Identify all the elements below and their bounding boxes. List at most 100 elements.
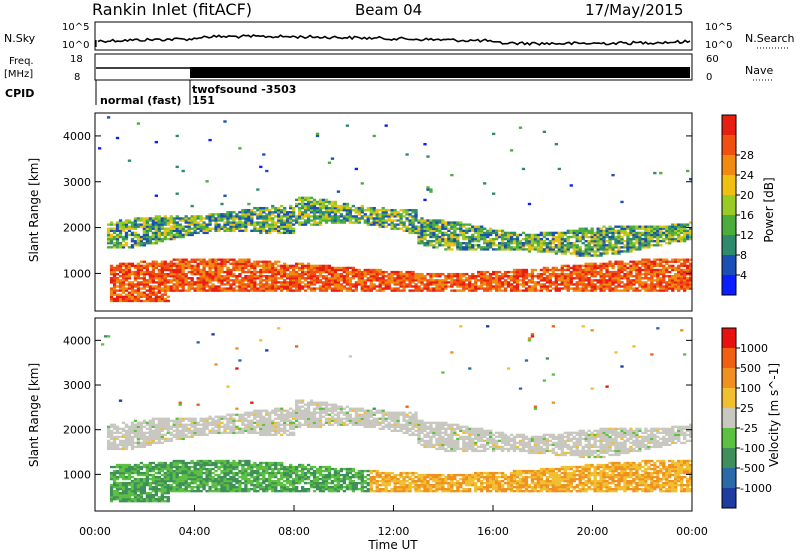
heatmap-cell (333, 272, 338, 276)
heatmap-cell (172, 237, 176, 241)
heatmap-cell (683, 272, 687, 276)
heatmap-cell (581, 281, 585, 284)
colorbar-frame (721, 114, 737, 296)
heatmap-cell (366, 279, 370, 282)
heatmap-cell (554, 239, 558, 243)
power-ylabel: Slant Range [km] (27, 158, 41, 262)
heatmap-cell (686, 266, 690, 270)
heatmap-cell (118, 219, 123, 222)
heatmap-cell (157, 465, 161, 469)
heatmap-cell (163, 439, 167, 443)
nave-bar (190, 67, 690, 78)
heatmap-cell (408, 281, 412, 284)
heatmap-cell (124, 475, 129, 479)
heatmap-cell (587, 264, 591, 268)
heatmap-cell (208, 217, 212, 220)
heatmap-cell (521, 289, 526, 292)
heatmap-cell (605, 279, 609, 282)
heatmap-cell (321, 266, 326, 270)
heatmap-cell (139, 291, 144, 294)
heatmap-cell (133, 295, 138, 299)
heatmap-cell (671, 233, 675, 237)
heatmap-cell (292, 211, 296, 214)
heatmap-cell (202, 481, 206, 485)
heatmap-cell (557, 277, 561, 280)
heatmap-cell (259, 206, 263, 210)
heatmap-cell (602, 283, 606, 286)
heatmap-cell (289, 285, 293, 288)
heatmap-cell (205, 272, 209, 276)
heatmap-cell (235, 285, 239, 288)
heatmap-cell (494, 237, 499, 241)
heatmap-cell (199, 469, 203, 473)
heatmap-cell (351, 221, 355, 224)
heatmap-cell (145, 293, 150, 296)
heatmap-cell (259, 225, 263, 228)
heatmap-cell (333, 268, 338, 272)
heatmap-cell (172, 435, 176, 439)
heatmap-cell (474, 275, 478, 278)
heatmap-cell (530, 289, 535, 292)
heatmap-cell (399, 272, 403, 276)
heatmap-cell (420, 279, 424, 282)
heatmap-cell (124, 237, 129, 241)
heatmap-cell (193, 477, 197, 481)
heatmap-cell (190, 473, 194, 477)
heatmap-cell (530, 239, 535, 243)
heatmap-cell (426, 229, 430, 233)
heatmap-cell (115, 437, 120, 441)
heatmap-cell (575, 246, 579, 249)
heatmap-cell (542, 287, 547, 290)
heatmap-cell (115, 289, 120, 292)
heatmap-cell (602, 252, 606, 255)
heatmap-cell (432, 287, 436, 290)
heatmap-cell (145, 285, 150, 288)
heatmap-cell (405, 211, 409, 214)
heatmap-cell (521, 244, 526, 247)
heatmap-cell (142, 483, 147, 487)
heatmap-cell (223, 215, 227, 218)
heatmap-cell (393, 213, 397, 216)
heatmap-cell (118, 435, 123, 439)
heatmap-cell (115, 471, 120, 475)
heatmap-cell (142, 264, 147, 268)
heatmap-cell (599, 254, 603, 257)
heatmap-cell (494, 248, 499, 251)
heatmap-cell (680, 225, 684, 228)
heatmap-cell (297, 209, 302, 212)
heatmap-cell (295, 266, 299, 270)
heatmap-cell (315, 268, 320, 272)
heatmap-cell (324, 277, 329, 280)
heatmap-cell (190, 270, 194, 274)
heatmap-cell (259, 260, 263, 263)
heatmap-cell (489, 231, 493, 235)
heatmap-cell (151, 264, 155, 268)
heatmap-cell (160, 223, 164, 226)
heatmap-cell (136, 443, 141, 447)
heatmap-cell (241, 279, 245, 282)
heatmap-cell (492, 277, 496, 280)
heatmap-cell (220, 275, 224, 278)
heatmap-cell (118, 492, 123, 495)
heatmap-cell (438, 281, 442, 284)
heatmap-cell (172, 429, 176, 432)
heatmap-cell (524, 283, 529, 286)
heatmap-cell (148, 465, 153, 469)
heatmap-cell (638, 231, 642, 235)
heatmap-cell (665, 275, 669, 278)
heatmap-cell (423, 221, 427, 224)
heatmap-cell (193, 479, 197, 483)
heatmap-cell (142, 485, 147, 489)
heatmap-cell (166, 272, 170, 276)
heatmap-cell (360, 211, 364, 214)
heatmap-cell (220, 264, 224, 268)
heatmap-cell (121, 463, 126, 467)
heatmap-cell (241, 264, 245, 268)
heatmap-cell (106, 441, 111, 445)
heatmap-cell (462, 272, 466, 276)
heatmap-cell (118, 465, 123, 469)
heatmap-cell (118, 431, 123, 435)
heatmap-cell (160, 479, 164, 483)
heatmap-cell (456, 275, 460, 278)
heatmap-cell (106, 116, 111, 119)
